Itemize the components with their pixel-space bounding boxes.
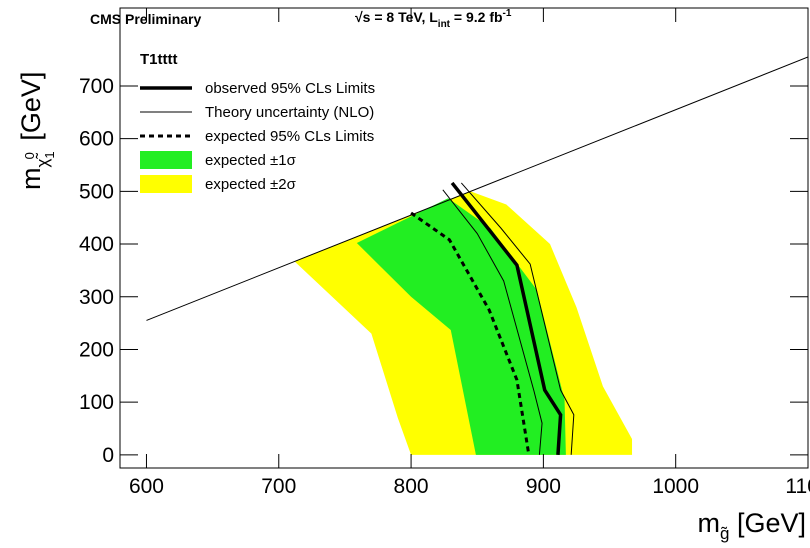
x-label-sub: g̃: [720, 524, 729, 543]
limit-line: [450, 181, 563, 455]
x-label-unit: [GeV]: [729, 508, 806, 538]
x-tick-label: 800: [394, 475, 429, 498]
y-tick-label: 0: [102, 444, 114, 467]
limit-line: [460, 182, 575, 455]
x-tick-label: 1100: [785, 475, 810, 498]
legend-label: expected ±2σ: [205, 176, 297, 193]
y-tick-label: 400: [79, 233, 114, 256]
x-tick-label: 900: [526, 475, 561, 498]
plot-frame: [119, 7, 809, 469]
chart-title: CMS Preliminary: [90, 11, 201, 27]
y-tick-label: 600: [79, 128, 114, 151]
y-label-sup: 0: [22, 152, 37, 159]
y-label-sub-index: 1: [42, 151, 57, 158]
y-tick-label: 500: [79, 180, 114, 203]
legend-label: observed 95% CLs Limits: [205, 80, 375, 97]
legend-label: Theory uncertainty (NLO): [205, 104, 374, 121]
limit-line: [442, 189, 543, 455]
subtitle-sub: int: [438, 19, 451, 30]
legend-swatch: [140, 175, 192, 193]
legend-label: expected 95% CLs Limits: [205, 128, 374, 145]
y-tick-label: 100: [79, 391, 114, 414]
y-label-unit: [GeV]: [16, 72, 46, 149]
legend-title: T1tttt: [140, 51, 178, 68]
subtitle-rest: = 9.2 fb: [450, 9, 503, 25]
y-tick-label: 700: [79, 75, 114, 98]
x-label-main: m: [698, 508, 721, 538]
kinematic-limit: [146, 56, 808, 321]
x-tick-label: 600: [129, 475, 164, 498]
subtitle-sup: -1: [503, 8, 512, 19]
chart-subtitle: √s = 8 TeV, Lint = 9.2 fb-1: [355, 8, 512, 30]
x-tick-label: 700: [261, 475, 296, 498]
subtitle-text: √s = 8 TeV, L: [355, 9, 438, 25]
x-tick-label: 1000: [652, 475, 699, 498]
x-axis-label: mg̃ [GeV]: [698, 508, 807, 543]
y-label-main: m: [16, 168, 46, 191]
y-tick-label: 300: [79, 286, 114, 309]
limit-line: [410, 211, 531, 456]
plot-area: [146, 56, 808, 456]
legend-label: expected ±1σ: [205, 152, 297, 169]
y-axis-label: mχ̃10 [GeV]: [16, 72, 57, 190]
legend-swatch: [140, 151, 192, 169]
y-tick-label: 200: [79, 338, 114, 361]
